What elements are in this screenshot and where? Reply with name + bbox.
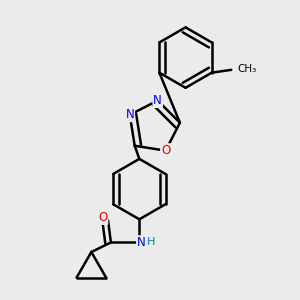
Text: N: N [125, 108, 134, 121]
Text: CH₃: CH₃ [238, 64, 257, 74]
Text: O: O [161, 144, 170, 157]
Text: N: N [153, 94, 162, 107]
Text: N: N [137, 236, 146, 249]
Text: H: H [146, 237, 155, 247]
Text: O: O [98, 211, 107, 224]
